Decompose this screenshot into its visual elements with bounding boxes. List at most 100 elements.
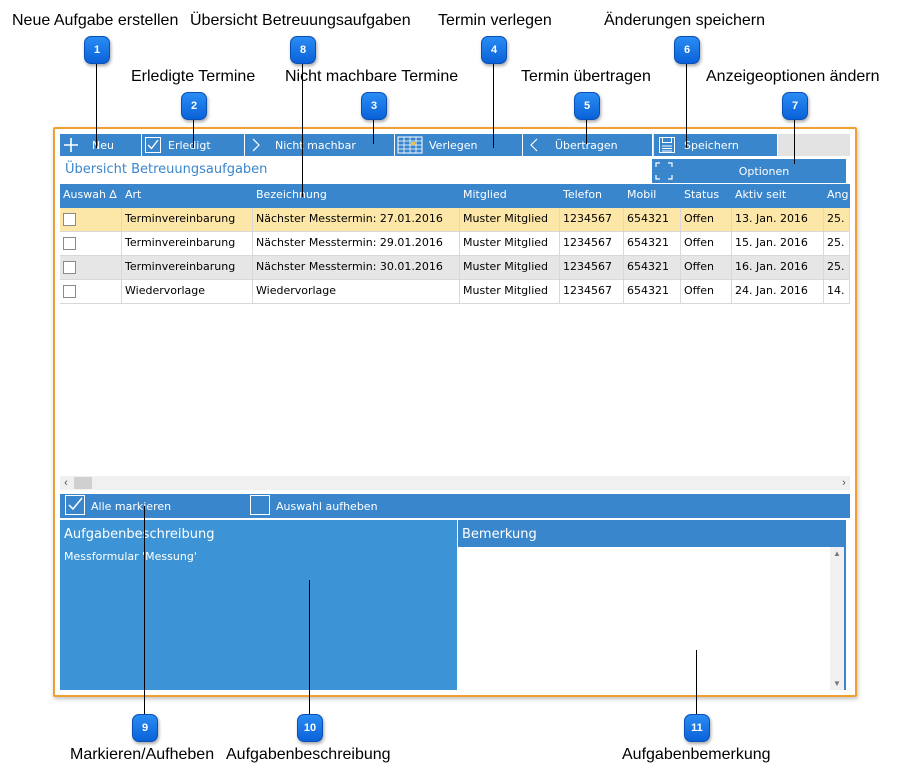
column-header-ang[interactable]: Ang (827, 188, 849, 201)
cell-bezeichnung: Wiedervorlage (253, 280, 460, 304)
callout-badge-7: 7 (782, 92, 808, 120)
column-header-telefon[interactable]: Telefon (563, 188, 603, 201)
scroll-up-icon[interactable]: ▲ (833, 549, 841, 558)
app-window: Neu Erledigt Nicht machbar Verlegen (53, 127, 857, 697)
cell-art: Terminvereinbarung (122, 256, 253, 280)
cell-status: Offen (681, 232, 732, 256)
callout-badge-3: 3 (361, 92, 387, 120)
cell-mobil: 654321 (624, 256, 681, 280)
note-title: Bemerkung (462, 527, 537, 542)
row-checkbox[interactable] (63, 261, 76, 274)
task-table: Auswah ∆ Art Bezeichnung Mitglied Telefo… (60, 184, 850, 474)
row-checkbox[interactable] (63, 285, 76, 298)
selection-bar: Alle markieren Auswahl aufheben (60, 494, 850, 518)
cell-status: Offen (681, 208, 732, 232)
callout-badge-9: 9 (132, 714, 158, 742)
cell-telefon: 1234567 (560, 208, 624, 232)
table-header: Auswah ∆ Art Bezeichnung Mitglied Telefo… (60, 184, 850, 208)
callout-badge-6: 6 (674, 36, 700, 64)
row-checkbox[interactable] (63, 213, 76, 226)
leader-line-1 (96, 62, 97, 148)
cell-status: Offen (681, 256, 732, 280)
toolbar: Neu Erledigt Nicht machbar Verlegen (60, 134, 850, 156)
not-doable-button[interactable]: Nicht machbar (245, 134, 395, 156)
callout-label-3: Nicht machbare Termine (285, 68, 459, 85)
new-task-button[interactable]: Neu (60, 134, 142, 156)
table-row[interactable]: Terminvereinbarung Nächster Messtermin: 2… (60, 232, 850, 256)
transfer-label: Übertragen (555, 138, 618, 152)
column-header-mitglied[interactable]: Mitglied (463, 188, 507, 201)
callout-label-10: Aufgabenbeschreibung (226, 746, 391, 763)
scroll-left-icon[interactable]: ‹ (64, 477, 68, 489)
horizontal-scrollbar[interactable]: ‹ › (60, 476, 850, 490)
column-header-art[interactable]: Art (125, 188, 142, 201)
cell-aktiv-seit: 16. Jan. 2016 (732, 256, 824, 280)
cell-aktiv-seit: 13. Jan. 2016 (732, 208, 824, 232)
cell-bezeichnung: Nächster Messtermin: 29.01.2016 (253, 232, 460, 256)
options-button[interactable]: Optionen (652, 159, 846, 183)
leader-line-2 (193, 118, 194, 148)
not-doable-label: Nicht machbar (275, 138, 356, 152)
done-label: Erledigt (168, 138, 211, 152)
column-header-aktiv-seit[interactable]: Aktiv seit (735, 188, 787, 201)
cell-select (60, 256, 122, 280)
reschedule-button[interactable]: Verlegen (395, 134, 523, 156)
clear-selection-button[interactable]: Auswahl aufheben (250, 494, 430, 518)
callout-label-1: Neue Aufgabe erstellen (12, 12, 179, 29)
callout-label-8: Übersicht Betreuungsaufgaben (190, 12, 411, 29)
scroll-down-icon[interactable]: ▼ (833, 679, 841, 688)
cell-ang: 25. (824, 208, 850, 232)
leader-line-3 (373, 118, 374, 144)
cell-mobil: 654321 (624, 208, 681, 232)
cell-ang: 25. (824, 232, 850, 256)
cell-select (60, 280, 122, 304)
leader-line-7 (794, 118, 795, 164)
chevron-left-icon (523, 134, 545, 156)
column-header-select[interactable]: Auswah ∆ (63, 188, 117, 201)
callout-badge-11: 11 (684, 714, 710, 742)
column-header-mobil[interactable]: Mobil (627, 188, 657, 201)
select-all-label: Alle markieren (91, 500, 172, 513)
callout-label-7: Anzeigeoptionen ändern (706, 68, 880, 85)
row-checkbox[interactable] (63, 237, 76, 250)
cell-ang: 25. (824, 256, 850, 280)
leader-line-6 (686, 62, 687, 148)
callout-label-5: Termin übertragen (521, 68, 651, 85)
task-note-panel: Bemerkung ▲ ▼ (458, 520, 846, 690)
transfer-button[interactable]: Übertragen (523, 134, 653, 156)
note-textarea[interactable] (458, 547, 830, 690)
callout-label-4: Termin verlegen (438, 12, 552, 29)
callout-label-2: Erledigte Termine (131, 68, 256, 85)
callout-badge-4: 4 (481, 36, 507, 64)
cell-mobil: 654321 (624, 280, 681, 304)
callout-badge-5: 5 (574, 92, 600, 120)
leader-line-9 (144, 506, 145, 714)
cell-art: Wiedervorlage (122, 280, 253, 304)
cell-mitglied: Muster Mitglied (460, 232, 560, 256)
cell-mobil: 654321 (624, 232, 681, 256)
cell-aktiv-seit: 15. Jan. 2016 (732, 232, 824, 256)
callout-badge-10: 10 (297, 714, 323, 742)
cell-select (60, 232, 122, 256)
cell-select (60, 208, 122, 232)
scroll-thumb[interactable] (74, 477, 92, 489)
callout-badge-1: 1 (84, 36, 110, 64)
scroll-right-icon[interactable]: › (842, 477, 846, 489)
table-row[interactable]: Terminvereinbarung Nächster Messtermin: 2… (60, 208, 850, 232)
callout-badge-2: 2 (181, 92, 207, 120)
title-strip: Übersicht Betreuungsaufgaben (60, 158, 652, 182)
cell-bezeichnung: Nächster Messtermin: 27.01.2016 (253, 208, 460, 232)
reschedule-label: Verlegen (429, 138, 478, 152)
checkbox-empty-icon (250, 495, 270, 515)
select-all-button[interactable]: Alle markieren (65, 494, 245, 518)
callout-badge-8: 8 (290, 36, 316, 64)
table-row[interactable]: Wiedervorlage Wiedervorlage Muster Mitglie… (60, 280, 850, 304)
save-button[interactable]: Speichern (654, 134, 778, 156)
plus-icon (60, 134, 82, 156)
vertical-scrollbar[interactable]: ▲ ▼ (830, 547, 844, 690)
options-label: Optionen (738, 165, 790, 178)
cell-aktiv-seit: 24. Jan. 2016 (732, 280, 824, 304)
table-row[interactable]: Terminvereinbarung Nächster Messtermin: 3… (60, 256, 850, 280)
column-header-bezeichnung[interactable]: Bezeichnung (256, 188, 327, 201)
column-header-status[interactable]: Status (684, 188, 720, 201)
